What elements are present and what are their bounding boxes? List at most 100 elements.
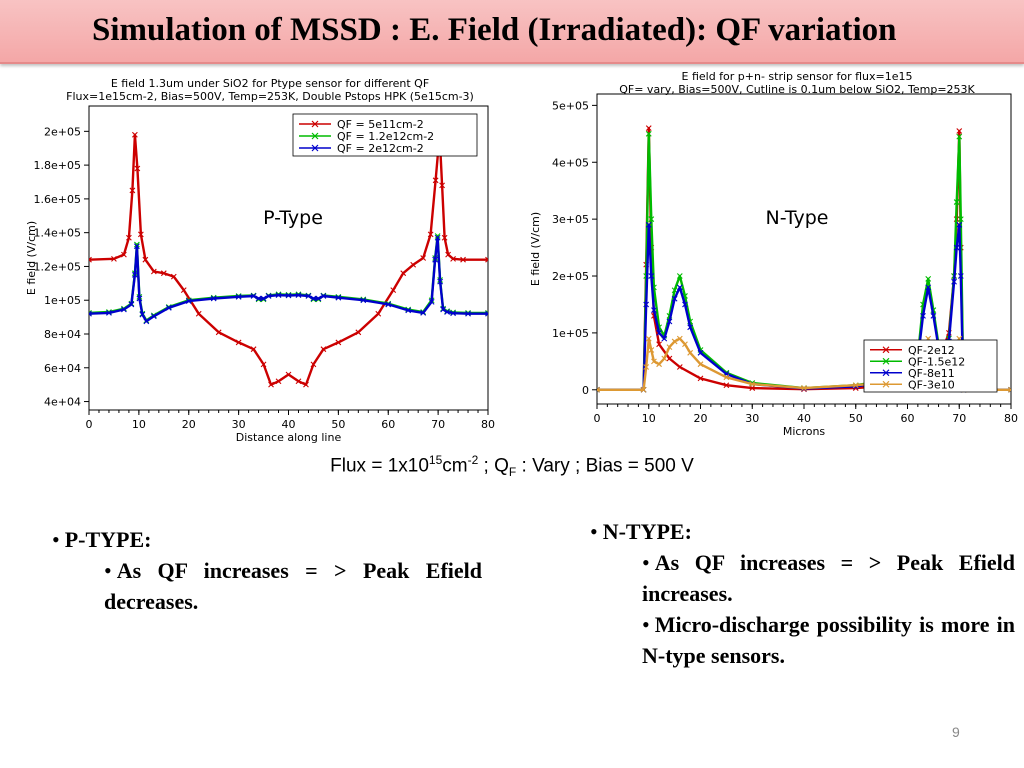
- data-point: [640, 386, 647, 393]
- bullet-marker: •: [642, 550, 650, 575]
- ptype-heading-row: • P-TYPE:: [52, 524, 482, 555]
- caption-flux-unit: cm: [442, 455, 468, 477]
- legend-box: [292, 113, 478, 157]
- data-point: [428, 299, 435, 305]
- ntype-item-text: Micro-discharge possibility is more in N…: [642, 612, 1015, 668]
- y-tick-label: 8e+04: [44, 328, 81, 341]
- caption-qf-subscript: F: [508, 465, 517, 480]
- data-point: [651, 307, 657, 314]
- legend-marker: [882, 380, 890, 388]
- data-point: [485, 256, 488, 263]
- legend-label: QF = 5e11cm-2: [337, 118, 424, 131]
- y-tick-label: 1.4e+05: [34, 227, 81, 240]
- ptype-item-text: As QF increases = > Peak Efield decrease…: [104, 558, 482, 614]
- chart-title: E field 1.3um under SiO2 for Ptype senso…: [111, 77, 429, 90]
- x-tick-label: 80: [481, 418, 495, 431]
- data-point: [170, 273, 177, 280]
- conditions-caption: Flux = 1x1015cm-2 ; QF : Vary ; Bias = 5…: [0, 453, 1024, 479]
- legend-label: QF-3e10: [908, 378, 955, 391]
- data-point: [656, 341, 662, 348]
- series-line: [89, 236, 488, 323]
- x-tick-label: 0: [86, 418, 93, 431]
- ntype-chart-svg: E field for p+n- strip sensor for flux=1…: [529, 70, 1018, 438]
- data-point: [682, 341, 688, 348]
- data-point: [165, 304, 172, 311]
- data-point: [687, 324, 694, 331]
- caption-flux: Flux = 1x10: [330, 455, 429, 477]
- ntype-heading: N-TYPE:: [602, 519, 692, 544]
- data-point: [666, 318, 673, 325]
- data-point: [255, 295, 262, 302]
- x-tick-label: 60: [901, 412, 915, 425]
- x-tick-label: 20: [182, 418, 196, 431]
- data-point: [676, 284, 683, 291]
- data-point: [597, 386, 600, 393]
- chart-subtitle: Flux=1e15cm-2, Bias=500V, Temp=253K, Dou…: [66, 90, 474, 103]
- data-point: [195, 310, 202, 317]
- data-point: [385, 301, 392, 308]
- y-tick-label: 2e+05: [44, 125, 81, 138]
- data-point: [268, 381, 274, 388]
- data-point: [666, 355, 673, 362]
- data-point: [420, 255, 427, 261]
- chart-subtitle: QF= vary, Bias=500V, Cutline is 0.1um be…: [619, 83, 975, 96]
- data-point: [143, 318, 150, 325]
- series-group: [89, 131, 488, 388]
- ntype-item-text: As QF increases = > Peak Efield increase…: [642, 550, 1015, 606]
- data-point: [150, 313, 157, 320]
- ptype-item: • As QF increases = > Peak Efield decreas…: [104, 555, 482, 617]
- data-point: [136, 295, 143, 302]
- x-tick-label: 70: [431, 418, 445, 431]
- x-tick-label: 70: [952, 412, 966, 425]
- data-point: [285, 292, 292, 299]
- ptype-heading: P-TYPE:: [64, 527, 152, 552]
- data-point: [432, 256, 439, 263]
- data-point: [953, 244, 960, 251]
- data-point: [303, 381, 309, 388]
- legend-label: QF = 1.2e12cm-2: [337, 130, 434, 143]
- data-point: [235, 293, 242, 300]
- data-point: [285, 371, 292, 378]
- data-point: [925, 275, 932, 282]
- data-point: [444, 309, 450, 315]
- y-tick-label: 0: [582, 384, 589, 397]
- data-point: [920, 312, 926, 319]
- data-point: [697, 361, 704, 368]
- slide-title: Simulation of MSSD : E. Field (Irradiate…: [92, 12, 897, 48]
- data-point: [656, 330, 662, 336]
- legend-marker: [311, 120, 319, 128]
- data-point: [485, 310, 488, 317]
- x-axis-label: Distance along line: [236, 431, 342, 444]
- data-point: [671, 287, 678, 294]
- x-tick-label: 80: [1004, 412, 1018, 425]
- data-point: [450, 255, 456, 262]
- data-point: [265, 293, 272, 299]
- y-tick-label: 5e+05: [552, 99, 589, 112]
- data-point: [643, 364, 650, 370]
- legend-marker: [311, 132, 319, 140]
- data-point: [661, 355, 668, 362]
- legend-marker: [882, 357, 890, 365]
- y-tick-label: 2e+05: [552, 270, 589, 283]
- data-point: [405, 307, 412, 314]
- data-point: [723, 374, 730, 381]
- data-point: [89, 256, 92, 263]
- x-tick-label: 30: [232, 418, 246, 431]
- data-point: [260, 295, 267, 302]
- data-point: [671, 295, 678, 302]
- y-tick-label: 4e+04: [44, 396, 81, 409]
- bullet-marker: •: [642, 612, 650, 637]
- x-tick-label: 30: [745, 412, 759, 425]
- data-point: [723, 382, 730, 389]
- data-point: [697, 375, 704, 382]
- series-line: [89, 133, 488, 386]
- data-point: [676, 273, 683, 279]
- data-point: [687, 349, 694, 356]
- data-point: [295, 292, 302, 299]
- page-number: 9: [952, 724, 960, 740]
- data-point: [420, 310, 427, 316]
- ntype-item: • Micro-discharge possibility is more in …: [642, 609, 1015, 671]
- data-point: [427, 231, 434, 238]
- y-axis-label: E field (V/cm): [529, 212, 542, 286]
